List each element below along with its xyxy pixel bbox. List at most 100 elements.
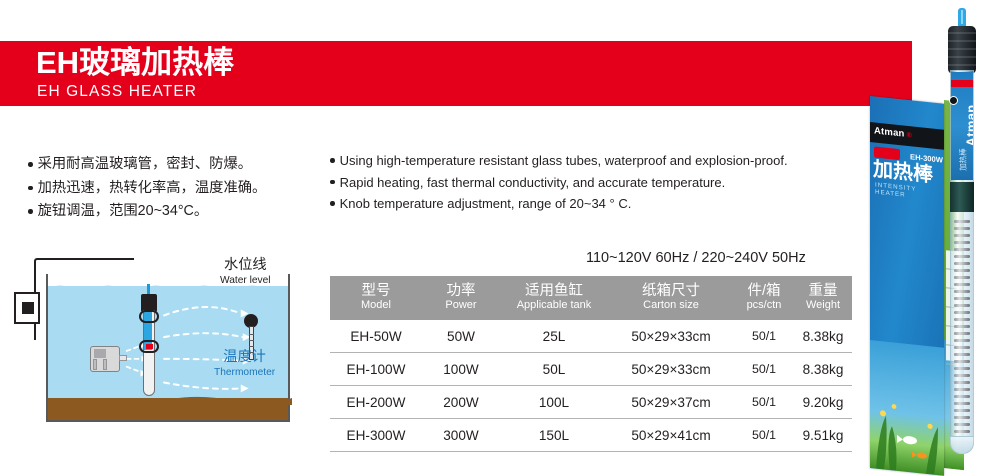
heater-label-chinese: 加热棒: [958, 148, 968, 171]
fish-tank: [46, 274, 292, 422]
thermometer-stem: [248, 326, 254, 360]
thermometer-bulb-icon: [244, 314, 258, 328]
feature-text: Knob temperature adjustment, range of 20…: [339, 196, 632, 211]
table-row: EH-100W 100W 50L 50×29×33cm 50/1 8.38kg: [330, 353, 852, 386]
box-aquarium-scene: [870, 340, 944, 476]
column-header-model: 型号 Model: [361, 282, 391, 312]
cell-model: EH-200W: [346, 394, 406, 410]
cell-model: EH-300W: [346, 427, 406, 443]
bullet-dot-icon: [28, 185, 33, 191]
pump-nozzle: [119, 355, 127, 361]
thermometer-tick: [248, 352, 254, 353]
feature-text: 加热迅速，热转化率高，温度准确。: [37, 179, 267, 196]
heater-indicator-dot-icon: [948, 96, 958, 105]
column-header-applicable-tank: 适用鱼缸 Applicable tank: [516, 282, 592, 312]
column-header-pcs-per-carton: 件/箱 pcs/ctn: [746, 282, 782, 312]
column-header-carton-size: 纸箱尺寸 Carton size: [642, 282, 700, 312]
filter-pump: [86, 342, 127, 376]
power-plug-icon: [14, 292, 40, 324]
table-header-row: 型号 Model 功率 Power 适用鱼缸 Applicable tank 纸…: [330, 276, 852, 320]
heater-collar: [950, 182, 974, 212]
cell-weight: 9.20kg: [802, 394, 844, 410]
bullet-dot-icon: [28, 162, 33, 167]
cell-tank: 100L: [538, 394, 570, 410]
table-row: EH-300W 300W 150L 50×29×41cm 50/1 9.51kg: [330, 419, 852, 452]
pump-grill-icon: [94, 349, 106, 358]
cell-weight: 8.38kg: [802, 328, 844, 344]
feature-item: 旋钮调温，范围20~34°C。: [28, 200, 328, 224]
heater-cable-tip: [958, 8, 966, 30]
page-subtitle: EH GLASS HEATER: [37, 83, 198, 100]
pump-leg: [93, 359, 97, 370]
column-header-weight: 重量 Weight: [805, 282, 841, 312]
bullet-dot-icon: [330, 179, 335, 185]
cell-carton: 50×29×37cm: [631, 394, 711, 410]
cell-power: 100W: [443, 361, 479, 377]
thermometer-tick: [248, 346, 254, 347]
suction-bracket-icon: [139, 310, 159, 323]
features-list-chinese: 采用耐高温玻璃管，密封、防爆。 加热迅速，热转化率高，温度准确。 旋钮调温，范围…: [28, 153, 328, 224]
aquarium-installation-diagram: 水位线 Water level 温度计 Thermometer: [14, 257, 314, 443]
feature-text: Rapid heating, fast thermal conductivity…: [339, 174, 726, 190]
feature-item: 采用耐高温玻璃管，密封、防爆。: [28, 153, 328, 177]
cell-weight: 8.38kg: [802, 361, 844, 377]
glass-heater-rod: [139, 284, 159, 396]
water-surface-wave: [48, 280, 288, 292]
label-red-band: [951, 80, 973, 87]
feature-item: Using high-temperature resistant glass t…: [330, 150, 850, 172]
feature-text: 采用耐高温玻璃管，密封、防爆。: [37, 156, 253, 172]
thermometer-tick: [248, 334, 254, 335]
thermometer-tick: [248, 340, 254, 341]
suction-bracket-icon: [139, 340, 159, 353]
features-list-english: Using high-temperature resistant glass t…: [330, 150, 850, 215]
feature-text: 旋钮调温，范围20~34°C。: [37, 203, 209, 219]
box-title-english: INTENSITY HEATER: [875, 181, 917, 199]
header-banner: [0, 41, 912, 106]
cell-model: EH-100W: [346, 361, 406, 377]
label-water-level: 水位线 Water level: [220, 257, 271, 286]
cell-pcs: 50/1: [751, 428, 777, 442]
cell-pcs: 50/1: [751, 329, 777, 343]
retail-box: Atman ® EH-300W 加热棒 INTENSITY HEATER: [870, 96, 964, 476]
column-header-power: 功率 Power: [445, 282, 477, 312]
plug-pin-icon: [22, 302, 34, 314]
temperature-knob-icon: [146, 344, 153, 349]
heating-coil: [954, 220, 970, 434]
cell-power: 200W: [443, 394, 479, 410]
heater-cap: [141, 294, 157, 312]
cell-carton: 50×29×33cm: [631, 361, 711, 377]
substrate-contour: [48, 392, 292, 405]
feature-item: 加热迅速，热转化率高，温度准确。: [28, 177, 328, 201]
feature-text: Using high-temperature resistant glass t…: [339, 153, 788, 168]
cell-tank: 150L: [538, 427, 570, 443]
heater-brand-label: Atman 加热棒: [951, 72, 973, 180]
page-title: EH玻璃加热棒: [36, 45, 235, 80]
heater-tube-bottom: [950, 436, 974, 454]
cell-pcs: 50/1: [751, 362, 777, 376]
table-row: EH-200W 200W 100L 50×29×37cm 50/1 9.20kg: [330, 386, 852, 419]
bullet-dot-icon: [330, 201, 335, 206]
voltage-note: 110~120V 60Hz / 220~240V 50Hz: [586, 250, 806, 266]
cell-tank: 50L: [542, 361, 566, 377]
label-thermometer: 温度计 Thermometer: [214, 349, 276, 378]
heater-black-cap: [948, 26, 976, 74]
feature-item: Knob temperature adjustment, range of 20…: [330, 193, 850, 215]
cell-carton: 50×29×33cm: [631, 328, 711, 344]
box-front-panel: Atman ® EH-300W 加热棒 INTENSITY HEATER: [870, 96, 944, 476]
bullet-dot-icon: [28, 209, 33, 214]
table-row: EH-50W 50W 25L 50×29×33cm 50/1 8.38kg: [330, 320, 852, 353]
thermometer: [244, 314, 258, 360]
cell-weight: 9.51kg: [802, 427, 844, 443]
bullet-dot-icon: [330, 158, 335, 163]
cell-pcs: 50/1: [751, 395, 777, 409]
cell-power: 300W: [443, 427, 479, 443]
cell-tank: 25L: [542, 328, 566, 344]
cell-power: 50W: [447, 328, 475, 344]
heater-blue-label: [144, 312, 153, 350]
feature-item: Rapid heating, fast thermal conductivity…: [330, 172, 850, 194]
specification-table: 型号 Model 功率 Power 适用鱼缸 Applicable tank 纸…: [330, 276, 852, 452]
product-photo: Atman ® EH-300W 加热棒 INTENSITY HEATER: [856, 0, 1000, 476]
heater-cable-icon: [147, 284, 150, 296]
cell-carton: 50×29×41cm: [631, 427, 711, 443]
